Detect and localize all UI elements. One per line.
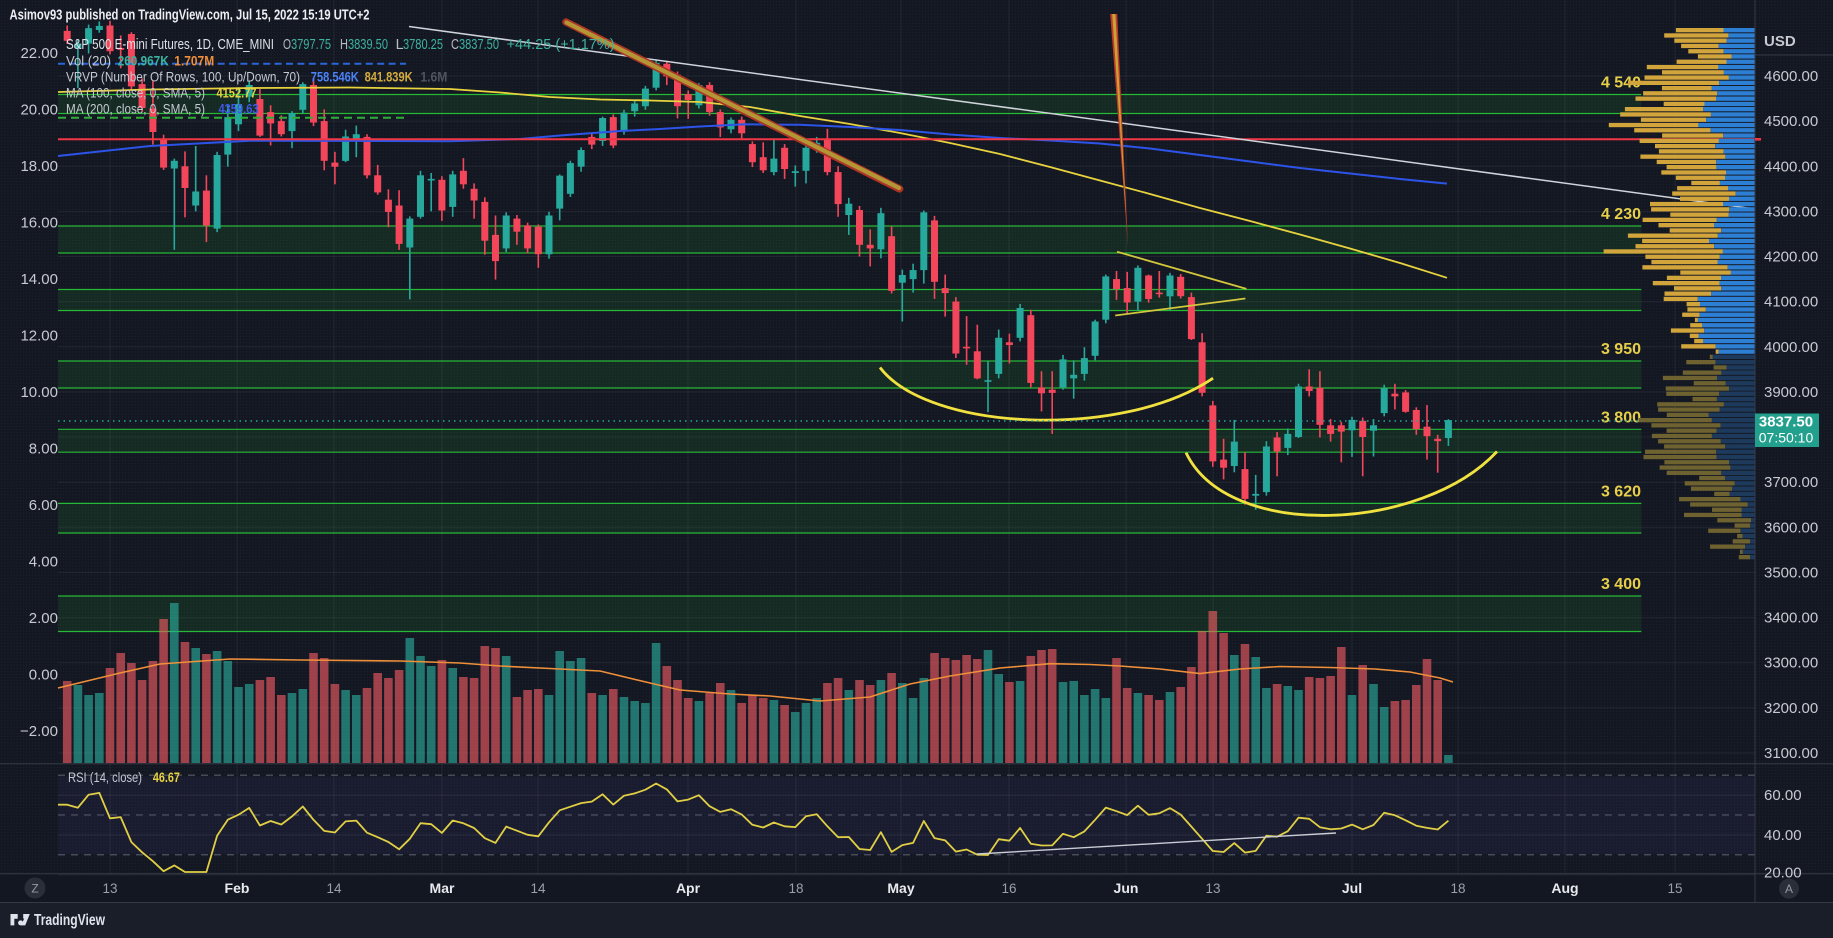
svg-text:3100.00: 3100.00 [1764,745,1818,762]
svg-text:Z: Z [31,882,38,896]
svg-text:3837.50: 3837.50 [1759,414,1813,431]
svg-text:40.00: 40.00 [1764,827,1802,844]
svg-text:Feb: Feb [225,880,250,896]
svg-text:3400.00: 3400.00 [1764,610,1818,627]
svg-text:3300.00: 3300.00 [1764,655,1818,672]
svg-text:4 230: 4 230 [1601,206,1641,223]
svg-text:14: 14 [326,881,342,896]
svg-text:20.00: 20.00 [1764,865,1802,882]
svg-text:16: 16 [1001,881,1016,896]
svg-text:18: 18 [1450,881,1465,896]
svg-text:4359.63: 4359.63 [219,101,259,117]
svg-text:MA (100, close, 0, SMA, 5): MA (100, close, 0, SMA, 5) [66,85,205,101]
svg-text:−2.00: −2.00 [20,723,58,740]
svg-text:16.00: 16.00 [20,214,58,231]
svg-text:USD: USD [1764,33,1796,50]
svg-text:3797.75: 3797.75 [291,37,331,53]
svg-text:2.00: 2.00 [29,610,58,627]
svg-text:May: May [887,880,914,896]
svg-text:260.967K: 260.967K [118,53,169,69]
svg-text:15: 15 [1667,881,1682,896]
svg-text:RSI (14, close): RSI (14, close) [68,769,142,785]
svg-text:20.00: 20.00 [20,101,58,118]
svg-text:3 800: 3 800 [1601,409,1641,426]
svg-text:18: 18 [788,881,803,896]
svg-text:4600.00: 4600.00 [1764,68,1818,85]
svg-text:13: 13 [1205,881,1220,896]
svg-text:Apr: Apr [676,880,701,896]
svg-text:3900.00: 3900.00 [1764,384,1818,401]
svg-text:4100.00: 4100.00 [1764,294,1818,311]
svg-text:4000.00: 4000.00 [1764,339,1818,356]
svg-text:18.00: 18.00 [20,158,58,175]
svg-text:3700.00: 3700.00 [1764,474,1818,491]
svg-text:VRVP (Number Of Rows, 100, Up/: VRVP (Number Of Rows, 100, Up/Down, 70) [66,69,300,85]
svg-text:1.707M: 1.707M [174,53,214,69]
svg-text:46.67: 46.67 [153,769,180,785]
svg-text:A: A [1785,882,1793,896]
svg-text:3200.00: 3200.00 [1764,700,1818,717]
svg-text:Aug: Aug [1551,880,1578,896]
svg-text:13: 13 [102,881,117,896]
svg-text:3780.25: 3780.25 [403,37,443,53]
svg-text:8.00: 8.00 [29,440,58,457]
svg-text:3 400: 3 400 [1601,576,1641,593]
svg-text:L: L [396,37,404,53]
svg-text:TradingView: TradingView [34,912,106,929]
svg-text:12.00: 12.00 [20,327,58,344]
svg-text:Mar: Mar [430,880,455,896]
svg-text:Asimov93 published on TradingV: Asimov93 published on TradingView.com, J… [10,8,370,24]
svg-text:3839.50: 3839.50 [348,37,388,53]
svg-text:+44.25 (+1.17%): +44.25 (+1.17%) [507,37,615,53]
svg-text:H: H [340,37,348,53]
svg-text:3 950: 3 950 [1601,341,1641,358]
svg-text:4500.00: 4500.00 [1764,113,1818,130]
svg-text:Jul: Jul [1342,880,1362,896]
svg-text:60.00: 60.00 [1764,787,1802,804]
svg-text:3 620: 3 620 [1601,483,1641,500]
svg-text:4 540: 4 540 [1601,75,1641,92]
svg-text:C: C [451,37,459,53]
svg-text:4200.00: 4200.00 [1764,249,1818,266]
svg-text:0.00: 0.00 [29,666,58,683]
svg-text:4152.77: 4152.77 [217,85,257,101]
svg-text:MA (200, close, 0, SMA, 5): MA (200, close, 0, SMA, 5) [66,101,205,117]
svg-text:10.00: 10.00 [20,384,58,401]
svg-text:758.546K: 758.546K [311,69,359,85]
svg-text:3837.50: 3837.50 [459,37,499,53]
svg-text:4.00: 4.00 [29,553,58,570]
svg-text:S&P 500 E-mini Futures, 1D, CM: S&P 500 E-mini Futures, 1D, CME_MINI [66,37,274,53]
svg-text:22.00: 22.00 [20,45,58,62]
svg-text:3500.00: 3500.00 [1764,564,1818,581]
svg-text:6.00: 6.00 [29,497,58,514]
svg-text:Vol (20): Vol (20) [66,53,111,69]
svg-text:07:50:10: 07:50:10 [1759,430,1814,446]
svg-text:Jun: Jun [1114,880,1139,896]
svg-text:841.839K: 841.839K [365,69,413,85]
svg-text:3600.00: 3600.00 [1764,519,1818,536]
svg-text:4400.00: 4400.00 [1764,158,1818,175]
svg-text:4300.00: 4300.00 [1764,203,1818,220]
svg-text:14: 14 [530,881,546,896]
svg-text:1.6M: 1.6M [420,69,447,85]
svg-text:O: O [283,37,291,53]
svg-text:14.00: 14.00 [20,271,58,288]
